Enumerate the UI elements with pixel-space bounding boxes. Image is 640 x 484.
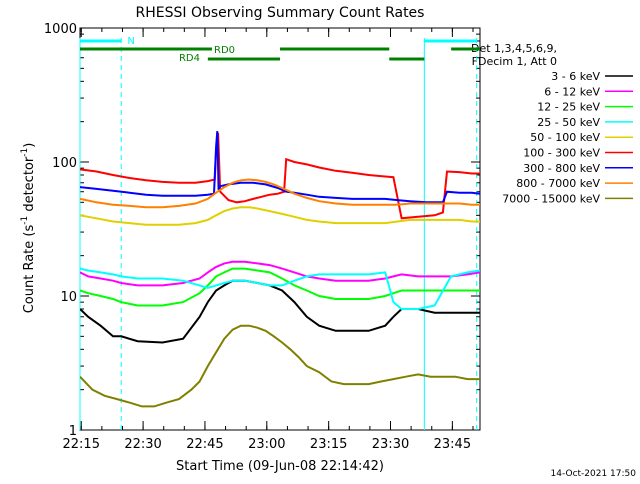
chart-title: RHESSI Observing Summary Count Rates [136, 5, 425, 21]
x-axis-label: Start Time (09-Jun-08 22:14:42) [176, 459, 384, 474]
series-line-8 [80, 178, 480, 209]
x-tick-label: 22:45 [186, 437, 223, 452]
legend-label: 100 - 300 keV [523, 147, 600, 160]
series-line-4 [80, 267, 480, 310]
legend-label: 6 - 12 keV [544, 85, 600, 98]
night-flag-label: N [127, 36, 134, 47]
plot-area: 1 10 100 1000 22:15 22:30 22:45 23:00 23:15 23:30… [44, 22, 633, 452]
plot-frame [79, 27, 481, 431]
x-tick-label: 23:45 [434, 437, 471, 452]
x-tick-label: 23:15 [310, 437, 347, 452]
legend-label: 800 - 7000 keV [516, 177, 600, 190]
y-tick-label: 100 [52, 156, 77, 171]
series-line-3 [80, 267, 480, 307]
rd0-label: RD0 [214, 45, 235, 56]
legend-label: 12 - 25 keV [537, 101, 600, 114]
x-tick-label: 22:15 [63, 437, 100, 452]
series-line-5 [80, 206, 480, 226]
legend-header-line2: FDecim 1, Att 0 [472, 55, 557, 68]
series-line-6 [80, 132, 480, 220]
legend-label: 300 - 800 keV [523, 162, 600, 175]
legend-header-line1: Det 1,3,4,5,6,9, [471, 42, 557, 55]
y-tick-label: 10 [60, 290, 77, 305]
legend-label: 25 - 50 keV [537, 116, 600, 129]
x-tick-label: 23:00 [248, 437, 285, 452]
legend-label: 7000 - 15000 keV [502, 192, 600, 205]
y-axis-label: Count Rate (s-1 detector-1) [20, 143, 37, 314]
x-tick-label: 23:30 [372, 437, 409, 452]
x-tick-label: 22:30 [124, 437, 161, 452]
y-tick-label: 1 [69, 424, 77, 439]
series-line-7 [80, 131, 480, 204]
legend-label: 50 - 100 keV [530, 131, 600, 144]
rd4-label: RD4 [179, 53, 200, 64]
footer-date: 14-Oct-2021 17:50 [551, 469, 637, 479]
y-tick-label: 1000 [44, 22, 77, 37]
legend-label: 3 - 6 keV [551, 70, 600, 83]
series-line-2 [80, 260, 480, 287]
series-line-9 [80, 324, 480, 408]
